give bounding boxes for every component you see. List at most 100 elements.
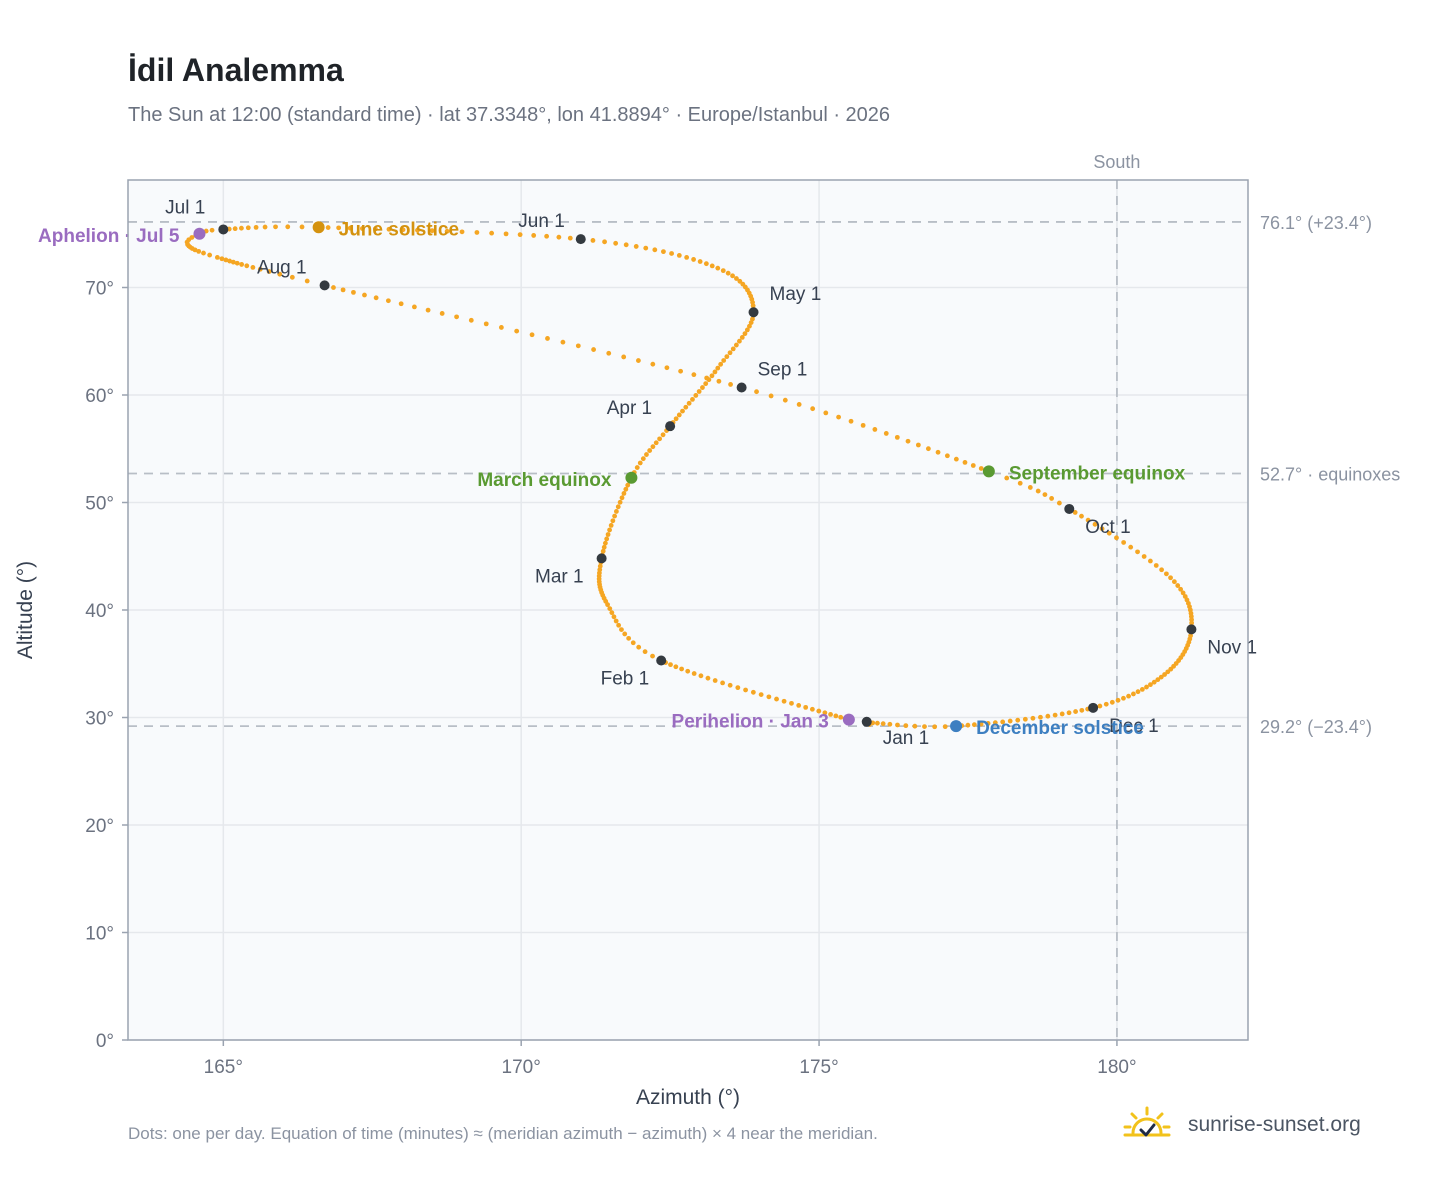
day-dot	[754, 389, 759, 395]
day-dot	[1153, 563, 1159, 568]
day-dot	[718, 361, 724, 367]
day-dot	[1135, 689, 1141, 695]
day-dot	[444, 228, 450, 234]
month-marker-label: Sep 1	[758, 359, 808, 380]
day-dot	[1079, 707, 1085, 713]
day-dot	[683, 404, 689, 410]
day-dot	[1109, 699, 1115, 705]
y-tick-label: 40°	[85, 601, 114, 622]
reference-line-label: 76.1° (+23.4°)	[1260, 213, 1372, 233]
day-dot	[613, 240, 619, 246]
day-dot	[727, 350, 733, 356]
day-dot	[232, 226, 238, 232]
reference-line-label: 52.7° · equinoxes	[1260, 464, 1400, 484]
day-dot	[647, 448, 653, 453]
event-label: Aphelion · Jul 5	[38, 226, 180, 247]
day-dot	[734, 276, 739, 281]
day-dot	[1126, 693, 1131, 699]
x-tick-label: 170°	[502, 1057, 541, 1078]
month-marker-label: Oct 1	[1085, 517, 1130, 538]
day-dot	[747, 323, 752, 329]
y-axis-label: Altitude (°)	[14, 561, 37, 659]
month-marker-label: Feb 1	[601, 669, 650, 690]
day-dot	[385, 298, 391, 304]
day-dot	[1162, 672, 1167, 677]
y-tick-label: 70°	[85, 279, 114, 300]
event-label: Perihelion · Jan 3	[672, 712, 829, 733]
day-dot	[621, 491, 627, 496]
month-marker-label: Apr 1	[607, 398, 652, 419]
day-dot	[372, 226, 378, 232]
y-tick-label: 60°	[85, 386, 114, 407]
day-dot	[823, 410, 829, 416]
month-marker-aug	[319, 280, 330, 291]
day-dot	[503, 231, 509, 237]
day-dot	[970, 463, 976, 468]
month-markers: Jan 1 Feb 1 Mar 1 Apr 1 May 1 Jun 1 Jul 1 Aug 1…	[165, 197, 1257, 748]
day-dot	[607, 606, 613, 611]
day-dot	[590, 238, 596, 243]
day-dot	[730, 346, 736, 352]
day-dot	[1171, 579, 1177, 585]
day-dot	[498, 325, 504, 330]
day-dot	[245, 225, 251, 231]
day-dot	[895, 722, 900, 728]
day-dot	[227, 258, 233, 264]
event-markers: June solstice December solstice March equi…	[38, 219, 1186, 739]
day-dot	[727, 682, 733, 688]
day-dot	[1121, 695, 1126, 701]
day-dot	[606, 350, 612, 356]
day-dot	[716, 378, 722, 384]
day-dot	[636, 644, 642, 650]
day-dot	[703, 381, 709, 387]
month-marker-jan	[861, 716, 872, 727]
day-dot	[1000, 719, 1006, 725]
day-dot	[712, 678, 718, 683]
event-marker	[842, 713, 855, 726]
day-dot	[223, 257, 229, 263]
day-dot	[1115, 697, 1121, 703]
day-dot	[514, 328, 520, 334]
day-dot	[809, 706, 815, 712]
brand-text[interactable]: sunrise-sunset.org	[1188, 1113, 1361, 1136]
day-dot	[634, 465, 640, 470]
x-tick-label: 180°	[1097, 1057, 1136, 1078]
day-dot	[725, 270, 731, 276]
day-dot	[650, 444, 656, 450]
day-dot	[325, 225, 331, 230]
day-dot	[833, 713, 839, 719]
day-dot	[715, 365, 721, 371]
day-dot	[774, 696, 779, 702]
day-dot	[705, 675, 711, 681]
day-dot	[679, 666, 684, 672]
month-marker-label: Nov 1	[1207, 637, 1257, 658]
y-tick-label: 50°	[85, 494, 114, 515]
event-label: December solstice	[976, 718, 1144, 739]
day-dot	[742, 331, 748, 337]
month-marker-label: Mar 1	[535, 566, 584, 587]
day-dot	[693, 393, 699, 398]
day-dot	[735, 685, 741, 691]
day-dot	[1106, 530, 1112, 536]
day-dot	[1030, 715, 1036, 721]
y-tick-label: 0°	[96, 1031, 114, 1052]
day-dot	[796, 402, 802, 407]
month-marker-oct	[1064, 503, 1075, 514]
brand[interactable]: sunrise-sunset.org	[1120, 1100, 1361, 1150]
day-dot	[192, 247, 198, 253]
reference-line-label: South	[1093, 152, 1140, 172]
day-dot	[468, 317, 474, 323]
day-dot	[373, 295, 379, 301]
day-dot	[691, 257, 696, 262]
day-dot	[1159, 567, 1164, 573]
day-dot	[709, 263, 715, 269]
day-dot	[1072, 510, 1078, 515]
day-dot	[691, 671, 697, 676]
day-dot	[439, 311, 445, 316]
day-dot	[1103, 701, 1109, 707]
day-dot	[622, 631, 628, 637]
x-tick-label: 165°	[204, 1057, 243, 1078]
day-dot	[661, 249, 666, 255]
day-dot	[728, 382, 733, 387]
